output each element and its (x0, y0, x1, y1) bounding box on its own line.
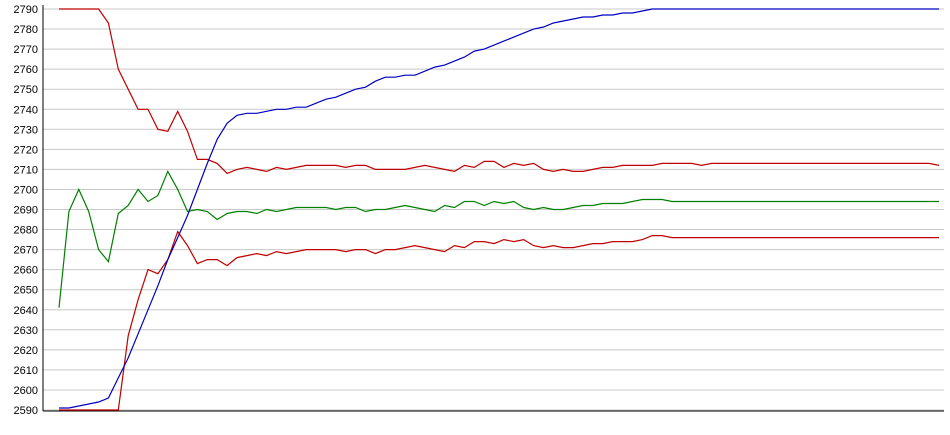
series-line-rising (59, 8, 939, 409)
y-tick-label: 2640 (14, 305, 38, 317)
y-tick-label: 2710 (14, 164, 38, 176)
series-lines (58, 8, 940, 411)
y-tick-label: 2700 (14, 184, 38, 196)
y-tick-label: 2590 (14, 405, 38, 417)
y-tick-label: 2630 (14, 325, 38, 337)
y-tick-label: 2780 (14, 24, 38, 36)
y-axis-tick-labels: 2590 2600 2610 2620 2630 2640 2650 2660 2670 2680… (14, 4, 38, 417)
y-tick-label: 2720 (14, 144, 38, 156)
y-tick-label: 2750 (14, 84, 38, 96)
y-tick-label: 2770 (14, 44, 38, 56)
y-tick-label: 2670 (14, 245, 38, 257)
series-line-lower (59, 230, 939, 411)
series-line-middle (58, 170, 939, 308)
y-tick-label: 2730 (14, 124, 38, 136)
series-line-upper (59, 8, 940, 175)
y-tick-label: 2690 (14, 205, 38, 217)
y-tick-label: 2740 (14, 104, 38, 116)
y-tick-label: 2790 (14, 4, 38, 16)
y-tick-label: 2650 (14, 285, 38, 297)
y-tick-label: 2760 (14, 64, 38, 76)
y-tick-label: 2600 (14, 385, 38, 397)
y-tick-label: 2660 (14, 265, 38, 277)
y-tick-label: 2610 (14, 365, 38, 377)
grid-lines (43, 8, 944, 411)
y-tick-label: 2620 (14, 345, 38, 357)
y-tick-label: 2680 (14, 225, 38, 237)
